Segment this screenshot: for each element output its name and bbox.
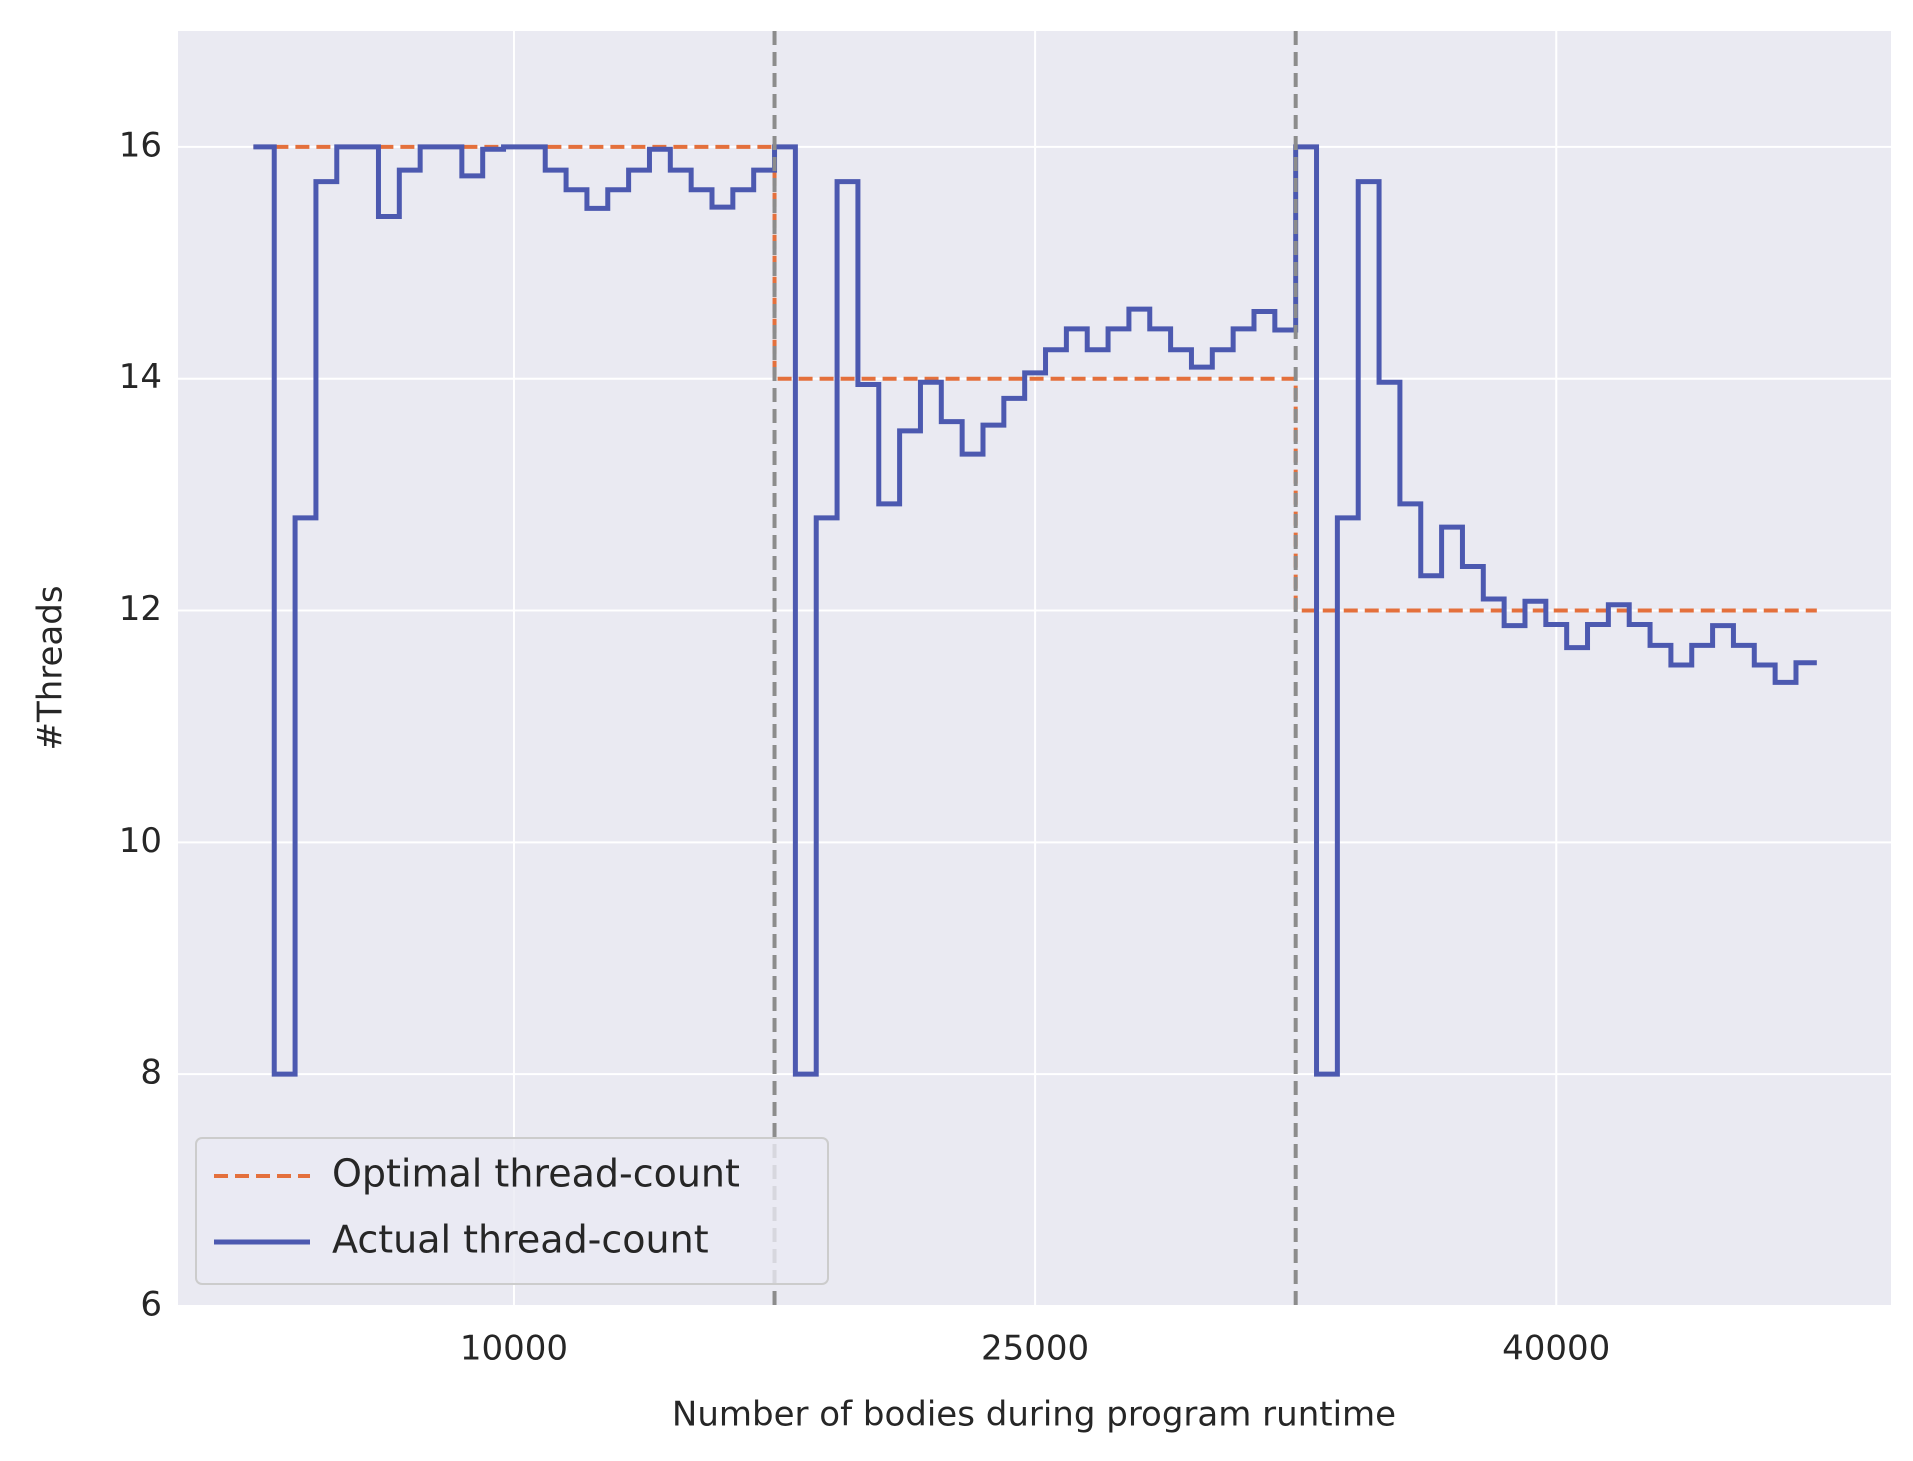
legend-box [195, 1137, 829, 1285]
marks [253, 31, 1817, 1306]
y-tick-label: 8 [140, 1053, 162, 1093]
y-axis-label: #Threads [31, 585, 71, 750]
y-tick-label: 14 [119, 357, 162, 397]
y-tick-label: 6 [140, 1285, 162, 1325]
x-axis-label: Number of bodies during program runtime [672, 1395, 1396, 1435]
y-tick-label: 10 [119, 821, 162, 861]
series-line [253, 144, 1817, 613]
legend: Optimal thread-count Actual thread-count [195, 1137, 829, 1285]
y-tick-label: 16 [119, 125, 162, 165]
x-tick-label: 40000 [1502, 1329, 1610, 1369]
x-tick-label: 25000 [981, 1329, 1089, 1369]
series-line [253, 144, 1817, 1077]
x-tick-label: 10000 [460, 1329, 568, 1369]
legend-label: Actual thread-count [332, 1218, 709, 1262]
legend-label: Optimal thread-count [332, 1152, 740, 1196]
grid [178, 31, 1891, 1307]
y-tick-label: 12 [119, 589, 162, 629]
